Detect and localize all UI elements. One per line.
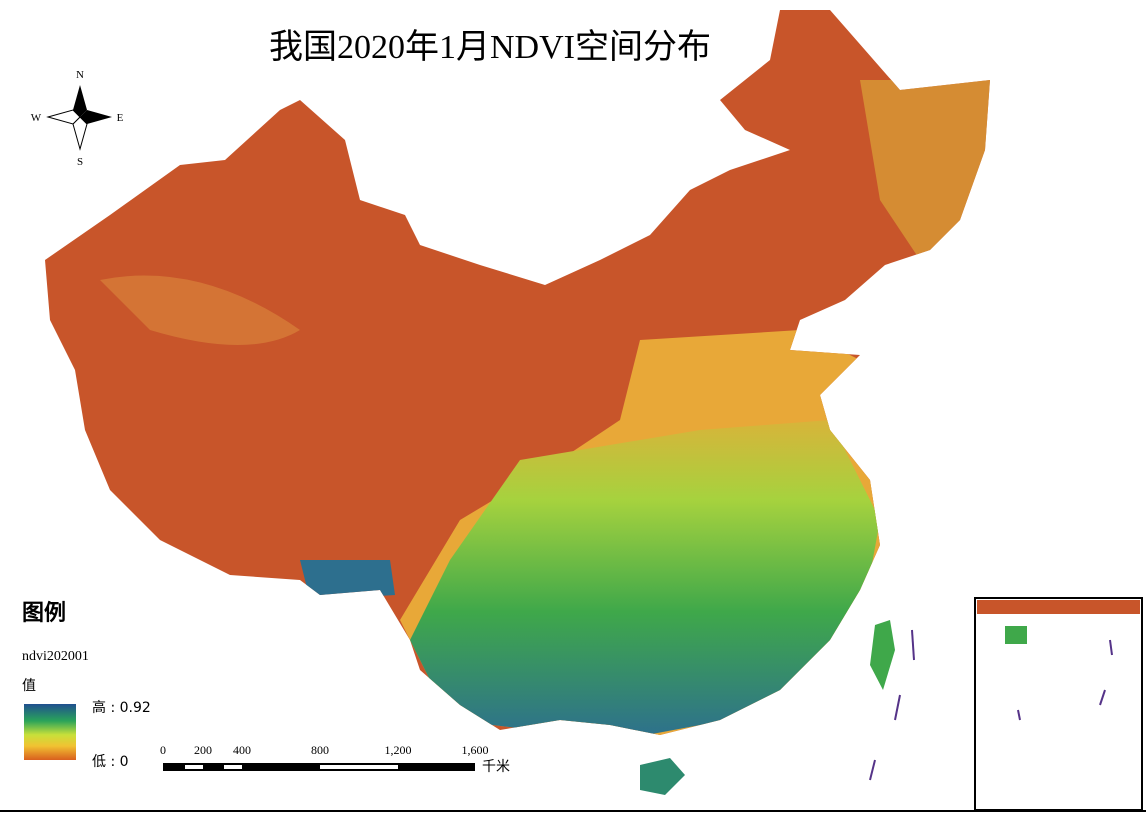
compass: N S W E: [31, 69, 124, 168]
legend-ramp: [24, 704, 76, 760]
ndvi-layer: [100, 80, 990, 735]
compass-n: N: [76, 69, 84, 81]
scale-bar: 0 200 400 800 1,200 1,600 千米: [160, 743, 510, 775]
compass-e: E: [117, 112, 124, 124]
legend-high: 高 : 0.92: [92, 699, 151, 716]
scale-tick-label: 0: [160, 743, 166, 757]
hainan: [640, 758, 685, 795]
legend-heading: 图例: [22, 601, 66, 626]
south-china-sea-inset: [974, 597, 1143, 811]
legend-low: 低 : 0: [92, 754, 129, 770]
compass-w: W: [31, 112, 42, 124]
scale-tick-label: 200: [194, 743, 212, 757]
scale-tick-label: 400: [233, 743, 251, 757]
compass-s: S: [77, 156, 83, 168]
taiwan: [870, 620, 895, 690]
nine-dash-lines: [869, 629, 915, 781]
legend: 图例 ndvi202001 值 高 : 0.92 低 : 0: [22, 601, 151, 770]
scale-tick-label: 1,600: [462, 743, 489, 757]
map-title: 我国2020年1月NDVI空间分布: [269, 28, 711, 66]
scale-tick-label: 1,200: [385, 743, 412, 757]
bottom-border: [0, 810, 1146, 812]
legend-layer: ndvi202001: [22, 649, 89, 664]
scale-tick-label: 800: [311, 743, 329, 757]
legend-field: 值: [22, 678, 36, 694]
scale-unit: 千米: [482, 759, 510, 775]
